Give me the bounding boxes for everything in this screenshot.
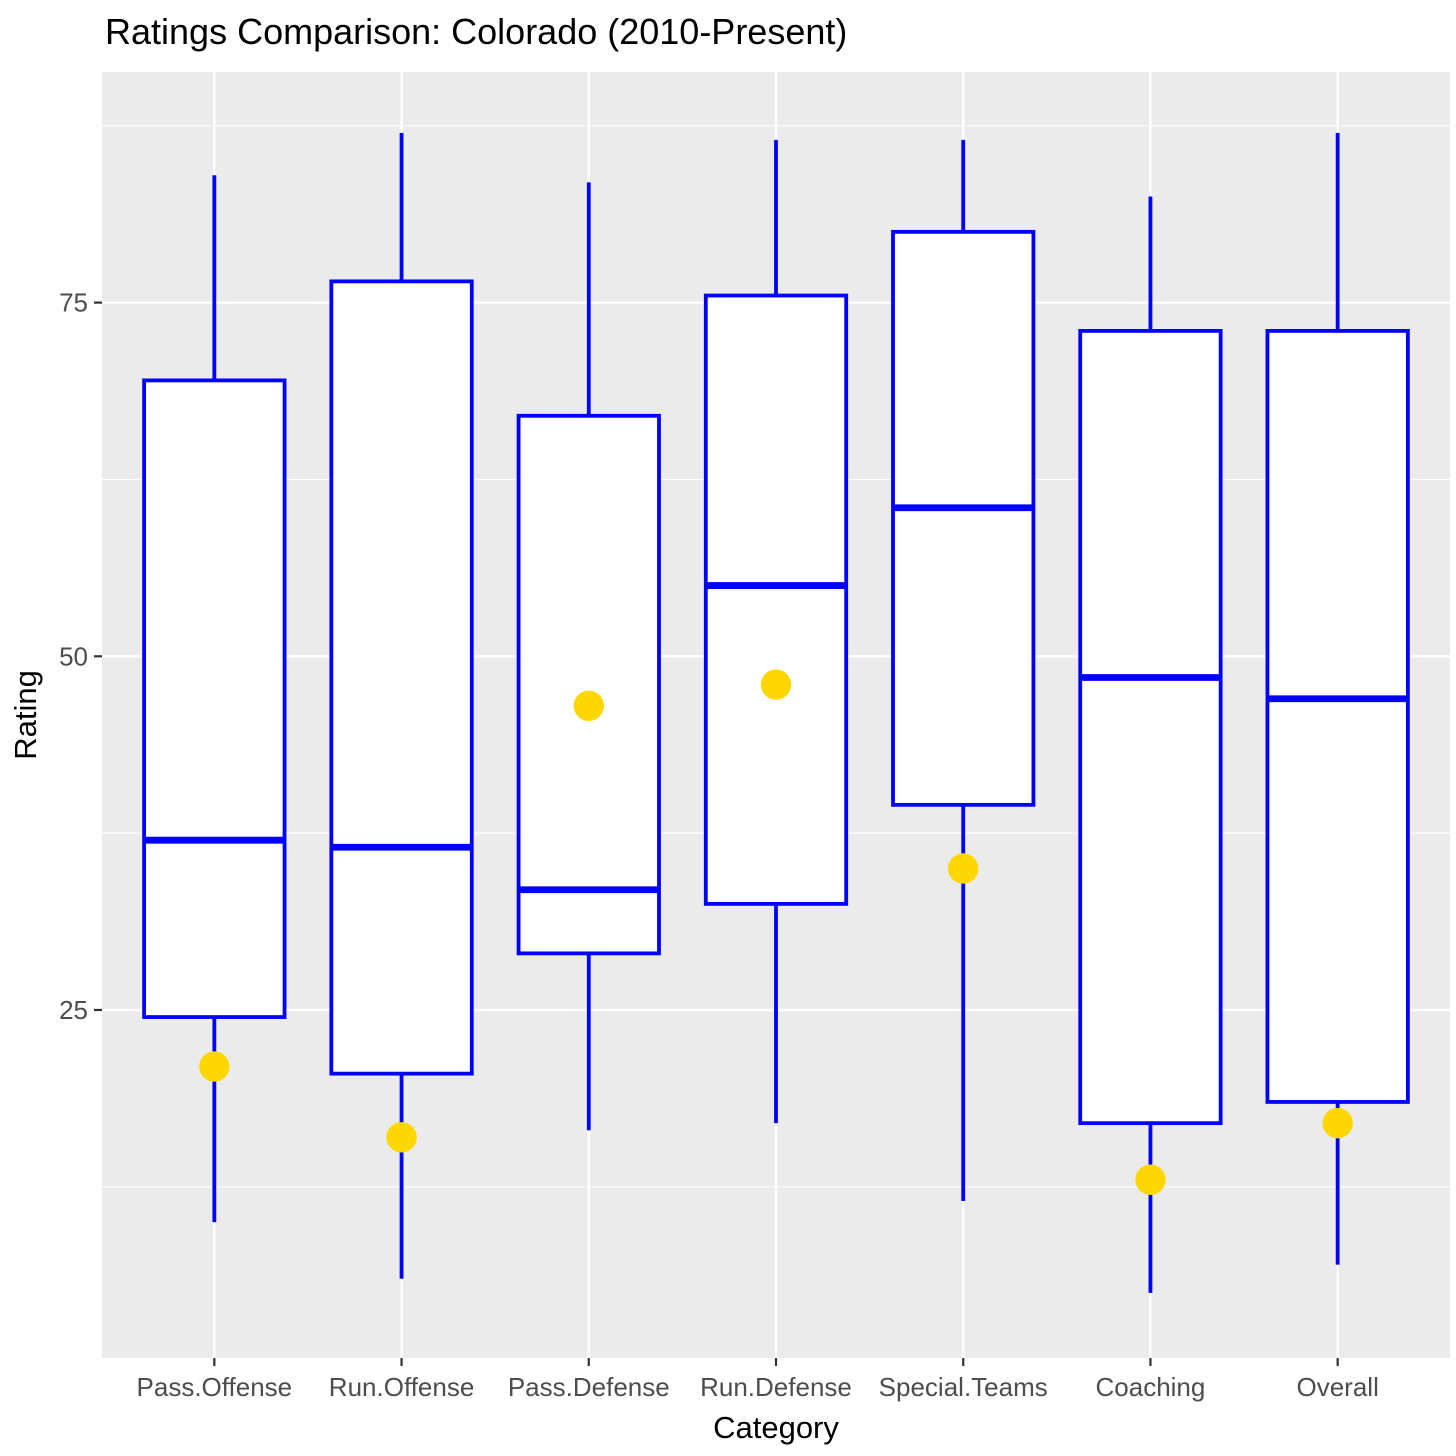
boxplot-pass-offense bbox=[142, 175, 287, 1223]
boxplot-coaching bbox=[1078, 196, 1223, 1293]
boxplot-run-defense bbox=[703, 139, 849, 1124]
box bbox=[142, 378, 287, 1019]
boxplot-special-teams bbox=[891, 139, 1036, 1201]
boxplot-overall bbox=[1265, 132, 1410, 1265]
y-axis-title: Rating bbox=[8, 670, 43, 760]
data-points bbox=[199, 669, 1353, 1195]
x-tick-label-overall: Overall bbox=[1296, 1372, 1378, 1402]
x-tick-label-pass-offense: Pass.Offense bbox=[137, 1372, 293, 1402]
x-tick-label-run-offense: Run.Offense bbox=[329, 1372, 475, 1402]
x-tick-label-coaching: Coaching bbox=[1096, 1372, 1206, 1402]
y-tick-label: 50 bbox=[59, 641, 88, 671]
point-pass-offense bbox=[199, 1051, 230, 1082]
boxplot-run-offense bbox=[329, 132, 474, 1279]
box bbox=[1078, 328, 1223, 1126]
point-run-offense bbox=[386, 1122, 417, 1153]
box bbox=[703, 293, 849, 906]
x-axis: Pass.Offense Run.Offense Pass.Defense Run.D… bbox=[137, 1358, 1379, 1402]
y-tick-label: 75 bbox=[59, 288, 88, 318]
point-run-defense bbox=[760, 669, 792, 700]
box bbox=[516, 413, 661, 956]
point-pass-defense bbox=[573, 690, 604, 722]
y-tick-label: 25 bbox=[59, 995, 88, 1025]
x-tick-label-special-teams: Special.Teams bbox=[879, 1372, 1048, 1402]
box bbox=[891, 229, 1036, 807]
point-coaching bbox=[1135, 1164, 1166, 1195]
chart-title: Ratings Comparison: Colorado (2010-Prese… bbox=[105, 11, 847, 52]
box bbox=[1265, 328, 1410, 1104]
boxplot-pass-defense bbox=[516, 182, 661, 1131]
y-axis: 25 50 75 bbox=[59, 288, 102, 1025]
point-special-teams bbox=[948, 853, 979, 884]
x-tick-label-run-defense: Run.Defense bbox=[700, 1372, 852, 1402]
point-overall bbox=[1322, 1107, 1353, 1139]
boxplots bbox=[142, 132, 1410, 1293]
box bbox=[329, 279, 474, 1076]
x-tick-label-pass-defense: Pass.Defense bbox=[508, 1372, 670, 1402]
x-axis-title: Category bbox=[713, 1410, 839, 1445]
